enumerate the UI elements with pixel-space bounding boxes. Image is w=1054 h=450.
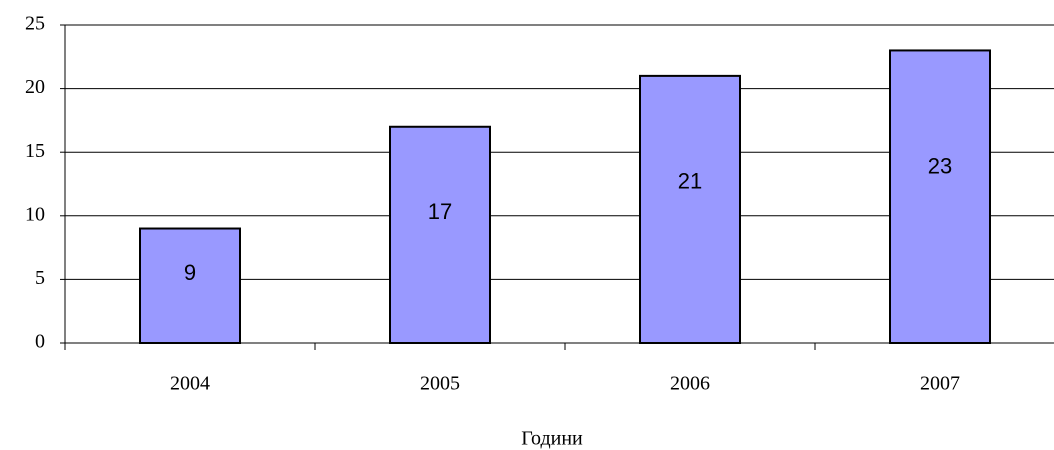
data-label: 21 <box>678 169 702 194</box>
data-label: 23 <box>928 153 952 178</box>
x-tick-label: 2006 <box>670 373 710 395</box>
bar <box>389 125 491 345</box>
y-tick-label: 10 <box>25 203 45 225</box>
y-tick-label: 0 <box>35 331 45 353</box>
y-tick-label: 20 <box>25 76 45 98</box>
data-label: 9 <box>184 260 196 285</box>
x-tick-label: 2004 <box>170 373 210 395</box>
y-tick-label: 25 <box>25 13 45 35</box>
y-tick-label: 15 <box>25 140 45 162</box>
data-label: 17 <box>428 199 452 224</box>
y-tick-label: 5 <box>35 267 45 289</box>
bar <box>639 74 741 344</box>
x-tick-label: 2007 <box>920 373 960 395</box>
bar <box>139 227 241 345</box>
x-axis-title: Години <box>521 428 583 450</box>
x-tick-label: 2005 <box>420 373 460 395</box>
bar <box>889 49 991 344</box>
